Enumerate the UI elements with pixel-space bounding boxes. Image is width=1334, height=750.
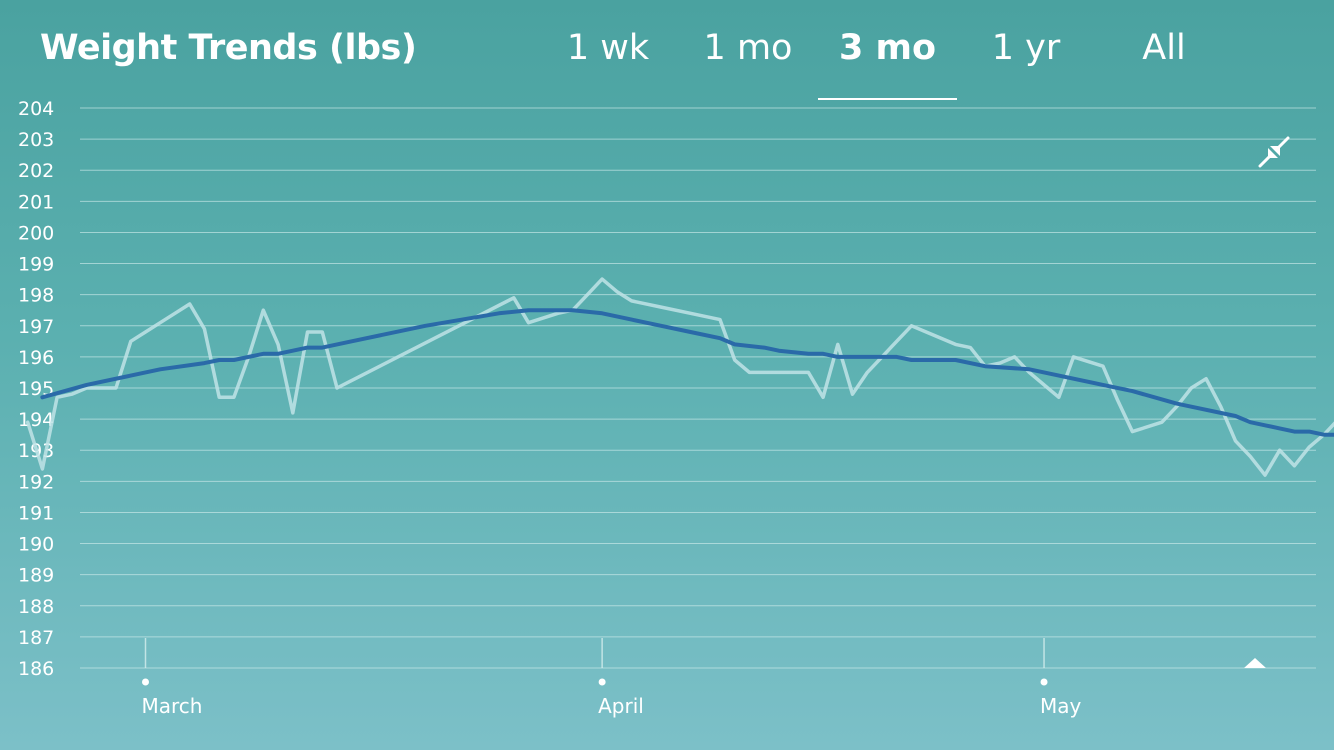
y-tick-label: 186 — [18, 658, 54, 680]
y-tick-label: 201 — [18, 191, 54, 213]
y-tick-label: 192 — [18, 471, 54, 493]
y-tick-label: 204 — [18, 98, 54, 120]
tab-label: All — [1142, 28, 1186, 68]
tab-1-year[interactable]: 1 yr — [984, 28, 1068, 100]
y-tick-label: 203 — [18, 129, 54, 151]
x-tick-label: May — [1040, 694, 1082, 718]
series-lines — [25, 277, 1334, 477]
y-tick-label: 196 — [18, 347, 54, 369]
x-tick-label: April — [598, 694, 644, 718]
y-axis-ticks: 1861871881891901911921931941951961971981… — [18, 98, 54, 680]
tab-1-week[interactable]: 1 wk — [556, 28, 660, 100]
tab-label: 1 mo — [703, 28, 793, 68]
y-tick-label: 190 — [18, 534, 54, 556]
triangle-up-icon[interactable] — [1244, 658, 1266, 668]
tab-label: 1 yr — [991, 28, 1061, 68]
y-tick-label: 187 — [18, 627, 54, 649]
y-tick-label: 191 — [18, 502, 54, 524]
y-tick-label: 189 — [18, 565, 54, 587]
x-axis-ticks: March April May — [142, 638, 1082, 718]
tab-label: 1 wk — [566, 28, 650, 68]
page-title: Weight Trends (lbs) — [40, 28, 417, 68]
chart-header: Weight Trends (lbs) 1 wk 1 mo 3 mo 1 yr … — [0, 0, 1334, 100]
y-tick-label: 202 — [18, 160, 54, 182]
collapse-arrows-icon[interactable] — [1252, 130, 1296, 174]
chart-markers — [1244, 658, 1266, 668]
tab-1-month[interactable]: 1 mo — [694, 28, 802, 100]
x-tick-dot — [142, 678, 149, 686]
y-tick-label: 197 — [18, 316, 54, 338]
y-tick-label: 194 — [18, 409, 54, 431]
daily-weight-line — [25, 277, 1334, 477]
gridlines — [80, 107, 1316, 669]
active-tab-underline — [818, 98, 957, 100]
x-tick-dot — [1040, 678, 1048, 686]
y-tick-label: 188 — [18, 596, 54, 618]
y-tick-label: 198 — [18, 285, 54, 307]
tab-all[interactable]: All — [1124, 28, 1204, 100]
trend-line — [40, 308, 1334, 437]
tab-label: 3 mo — [838, 28, 937, 68]
tab-3-months[interactable]: 3 mo — [818, 28, 957, 100]
x-tick-label: March — [142, 694, 203, 718]
y-tick-label: 200 — [18, 222, 54, 244]
y-tick-label: 199 — [18, 254, 54, 276]
x-tick-dot — [598, 678, 606, 686]
